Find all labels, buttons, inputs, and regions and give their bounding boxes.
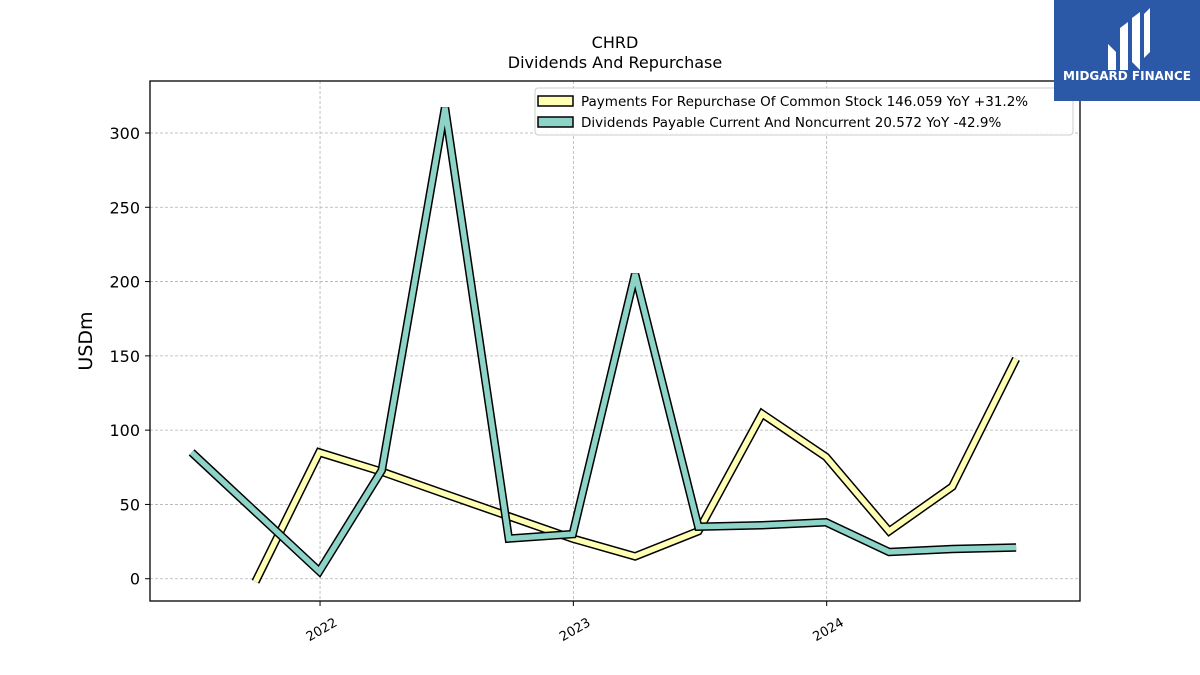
x-axis: 2022 2023 2024 (304, 601, 847, 645)
x-tick-label: 2024 (811, 615, 847, 645)
chart-title: CHRD (592, 33, 639, 52)
y-axis: 0 50 100 150 200 250 300 (109, 124, 150, 589)
y-axis-label: USDm (75, 311, 97, 370)
brand-mark-icon (1108, 8, 1150, 70)
brand-name: MIDGARD FINANCE (1063, 69, 1191, 83)
y-tick-label: 200 (109, 273, 140, 292)
y-tick-label: 150 (109, 347, 140, 366)
chart-subtitle: Dividends And Repurchase (508, 53, 722, 72)
legend-swatch (537, 95, 574, 107)
legend-label: Dividends Payable Current And Noncurrent… (581, 115, 1001, 131)
legend-box (534, 87, 1074, 136)
grid (150, 81, 1080, 601)
legend-swatch (537, 116, 574, 128)
plot-frame (149, 80, 1081, 602)
y-tick-label: 0 (130, 570, 140, 589)
series-lines (188, 106, 1020, 584)
series-line-2 (188, 106, 1017, 578)
y-tick-label: 50 (120, 495, 140, 514)
legend: Payments For Repurchase Of Common Stock … (534, 87, 1074, 136)
x-tick-label: 2023 (557, 615, 593, 645)
x-tick-label: 2022 (304, 615, 340, 645)
y-tick-label: 250 (109, 198, 140, 217)
series-outline (188, 106, 1017, 578)
series-line (189, 107, 1017, 576)
y-tick-label: 300 (109, 124, 140, 143)
y-tick-label: 100 (109, 421, 140, 440)
brand-logo: MIDGARD FINANCE (1054, 0, 1200, 101)
legend-label: Payments For Repurchase Of Common Stock … (581, 94, 1028, 110)
